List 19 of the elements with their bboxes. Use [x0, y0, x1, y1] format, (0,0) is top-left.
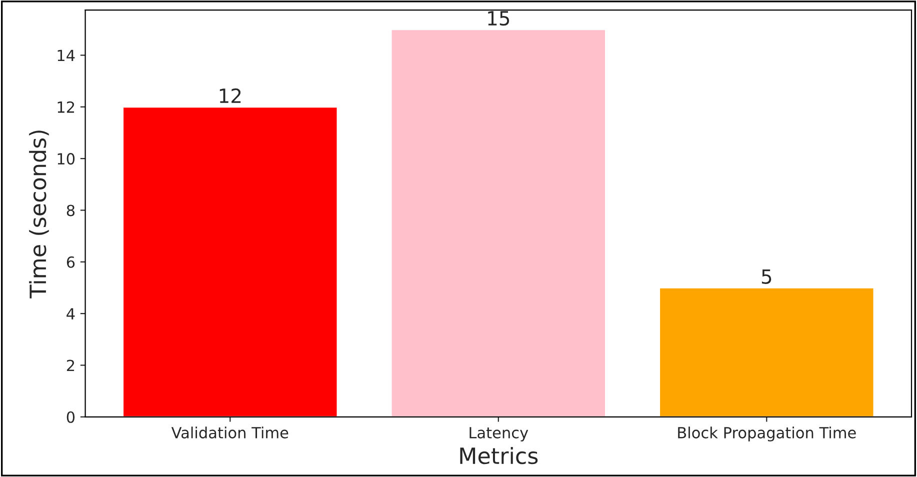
- y-tick-label: 4: [66, 308, 75, 320]
- y-axis-title: Time (seconds): [29, 130, 49, 298]
- x-tick-label: Block Propagation Time: [678, 426, 856, 442]
- y-tick-label: 8: [66, 204, 75, 216]
- data-label: 12: [220, 88, 241, 103]
- bar: [658, 287, 875, 417]
- bar: [390, 28, 606, 417]
- y-tick-label: 2: [66, 360, 74, 372]
- y-tick-label: 12: [58, 101, 74, 113]
- data-label: 5: [762, 270, 772, 284]
- data-label: 15: [488, 11, 510, 26]
- x-tick-label: Validation Time: [171, 426, 288, 438]
- y-tick-label: 10: [58, 153, 75, 165]
- x-tick-label: Latency: [470, 427, 528, 442]
- x-axis-title: Metrics: [460, 446, 538, 464]
- y-tick-label: 14: [58, 50, 75, 62]
- bar: [122, 106, 338, 417]
- y-tick-label: 0: [66, 411, 75, 423]
- y-tick-label: 6: [66, 256, 75, 268]
